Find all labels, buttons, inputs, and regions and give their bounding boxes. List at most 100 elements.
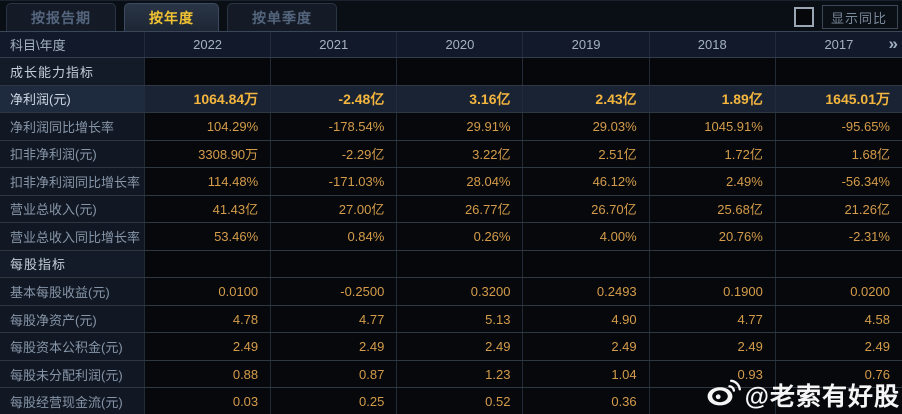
row-value: 3308.90万 [145,140,272,168]
tab-single-quarter[interactable]: 按单季度 [227,3,337,31]
period-tabbar: 按报告期 按年度 按单季度 显示同比 [0,1,902,31]
row-label: 扣非净利润(元) [0,140,145,168]
row-value [397,58,524,85]
tab-report-period[interactable]: 按报告期 [6,3,116,31]
row-value: 4.90 [523,305,650,333]
year-header-2017: 2017 » [776,32,902,57]
row-value: 2.49 [649,333,776,360]
row-value: 1.23 [397,360,524,388]
year-header-2020: 2020 [397,32,524,57]
row-value: 2.49% [649,168,776,195]
row-value: -2.29亿 [271,140,398,168]
row-label: 成长能力指标 [0,58,145,85]
row-value: 1045.91% [649,113,776,140]
row-label: 净利润同比增长率 [0,113,145,140]
row-value: 1645.01万 [775,85,902,113]
row-value [397,250,524,278]
row-value: 29.03% [523,113,650,140]
row-value: 28.04% [397,168,524,195]
row-value: 29.91% [397,113,524,140]
row-value: -0.2500 [271,278,398,305]
row-value: 26.77亿 [397,195,524,223]
row-value [649,250,776,278]
row-label: 每股未分配利润(元) [0,360,145,388]
table-row: 每股经营现金流(元) 0.03 0.25 0.52 0.36 [0,388,902,414]
more-years-icon[interactable]: » [888,33,899,53]
row-value: 2.43亿 [523,85,650,113]
row-value: 0.26% [397,223,524,250]
row-value: 2.49 [775,333,902,360]
row-value: 114.48% [145,168,272,195]
row-value: 2.49 [397,333,524,360]
row-value: 2.49 [271,333,398,360]
row-value [271,250,398,278]
row-value [271,58,398,85]
table-row: 净利润(元) 1064.84万 -2.48亿 3.16亿 2.43亿 1.89亿 1645.… [0,85,902,114]
row-value: 20.76% [649,223,776,250]
row-label: 每股经营现金流(元) [0,388,145,414]
table-header-row: 科目\年度 2022 2021 2020 2019 2018 2017 » [0,31,902,58]
row-value [775,388,902,414]
year-header-2021: 2021 [271,32,398,57]
row-value: 1.04 [523,360,650,388]
table-row: 营业总收入(元) 41.43亿 27.00亿 26.77亿 26.70亿 25.68亿 21… [0,195,902,224]
row-value [775,58,902,85]
row-value: 41.43亿 [145,195,272,223]
row-label: 每股资本公积金(元) [0,333,145,360]
table-row: 基本每股收益(元) 0.0100 -0.2500 0.3200 0.2493 0.1900… [0,278,902,306]
row-value: -95.65% [775,113,902,140]
row-value: 0.52 [397,388,524,414]
show-yoy-label[interactable]: 显示同比 [821,5,898,29]
row-value: -2.31% [775,223,902,250]
table-row: 每股资本公积金(元) 2.49 2.49 2.49 2.49 2.49 2.49 [0,333,902,361]
row-label: 每股指标 [0,250,145,278]
table-row: 扣非净利润(元) 3308.90万 -2.29亿 3.22亿 2.51亿 1.72亿 1.6… [0,140,902,169]
row-value: 46.12% [523,168,650,195]
row-value: 0.1900 [649,278,776,305]
row-value: 4.77 [271,305,398,333]
row-label: 基本每股收益(元) [0,278,145,305]
row-value: 0.88 [145,360,272,388]
row-value [775,250,902,278]
row-value: 1.72亿 [649,140,776,168]
row-value: 0.84% [271,223,398,250]
row-value [145,250,272,278]
row-value: 4.78 [145,305,272,333]
row-value: 2.49 [145,333,272,360]
row-label: 每股净资产(元) [0,305,145,333]
row-value: 0.2493 [523,278,650,305]
row-value: 27.00亿 [271,195,398,223]
table-body: 成长能力指标 净利润(元) 1064.84万 -2.48亿 3.16亿 2.43亿 1.89… [0,58,902,414]
row-value: 0.0200 [775,278,902,305]
row-value [523,58,650,85]
row-value: 0.0100 [145,278,272,305]
table-row: 营业总收入同比增长率 53.46% 0.84% 0.26% 4.00% 20.76% -2.… [0,223,902,251]
row-label: 净利润(元) [0,85,145,113]
row-value: 0.87 [271,360,398,388]
row-label: 扣非净利润同比增长率 [0,168,145,195]
row-value [523,250,650,278]
row-value: 2.49 [523,333,650,360]
row-value: 25.68亿 [649,195,776,223]
table-row: 扣非净利润同比增长率 114.48% -171.03% 28.04% 46.12% 2.4… [0,168,902,196]
compare-controls: 显示同比 [793,5,898,29]
row-value: 21.26亿 [775,195,902,223]
table-row: 每股净资产(元) 4.78 4.77 5.13 4.90 4.77 4.58 [0,305,902,334]
row-value: 3.22亿 [397,140,524,168]
section-row: 每股指标 [0,250,902,279]
tab-by-year[interactable]: 按年度 [124,3,219,31]
row-value: -171.03% [271,168,398,195]
row-value: 0.36 [523,388,650,414]
row-value: -56.34% [775,168,902,195]
row-value: 1064.84万 [145,85,272,113]
show-yoy-checkbox[interactable] [793,7,814,27]
row-value: 0.93 [649,360,776,388]
corner-header: 科目\年度 [0,32,145,57]
row-value: -2.48亿 [271,85,398,113]
row-value: 1.89亿 [649,85,776,113]
year-header-2019: 2019 [523,32,650,57]
year-header-2022: 2022 [145,32,272,57]
row-value: 2.51亿 [523,140,650,168]
year-header-2018: 2018 [650,32,776,57]
